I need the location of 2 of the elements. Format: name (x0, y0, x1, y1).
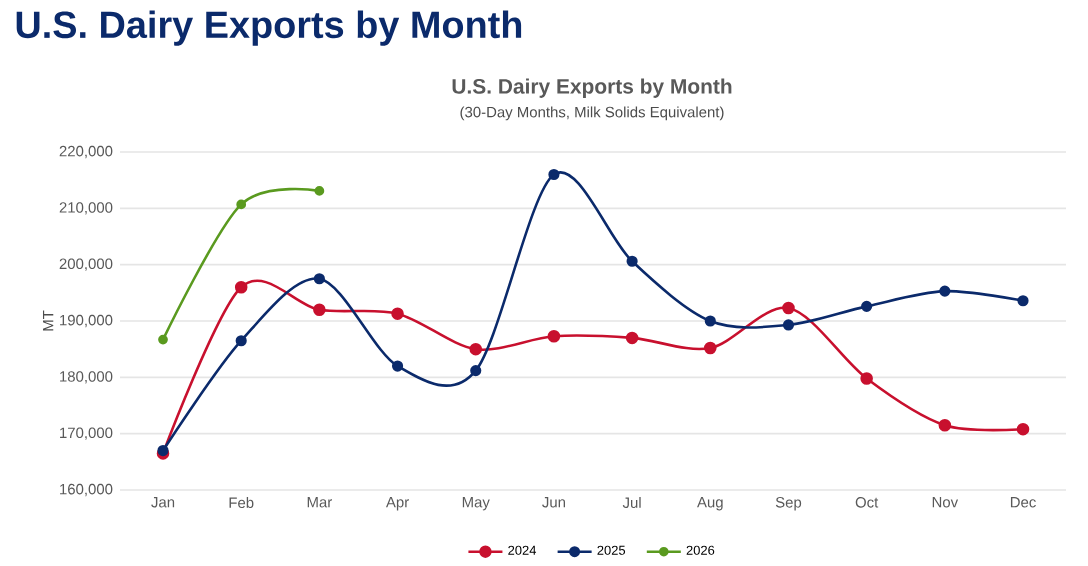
chart-subtitle: U.S. Dairy Exports by Month (452, 78, 732, 98)
chart-title: U.S. Dairy Exports by Month (16, 10, 522, 46)
